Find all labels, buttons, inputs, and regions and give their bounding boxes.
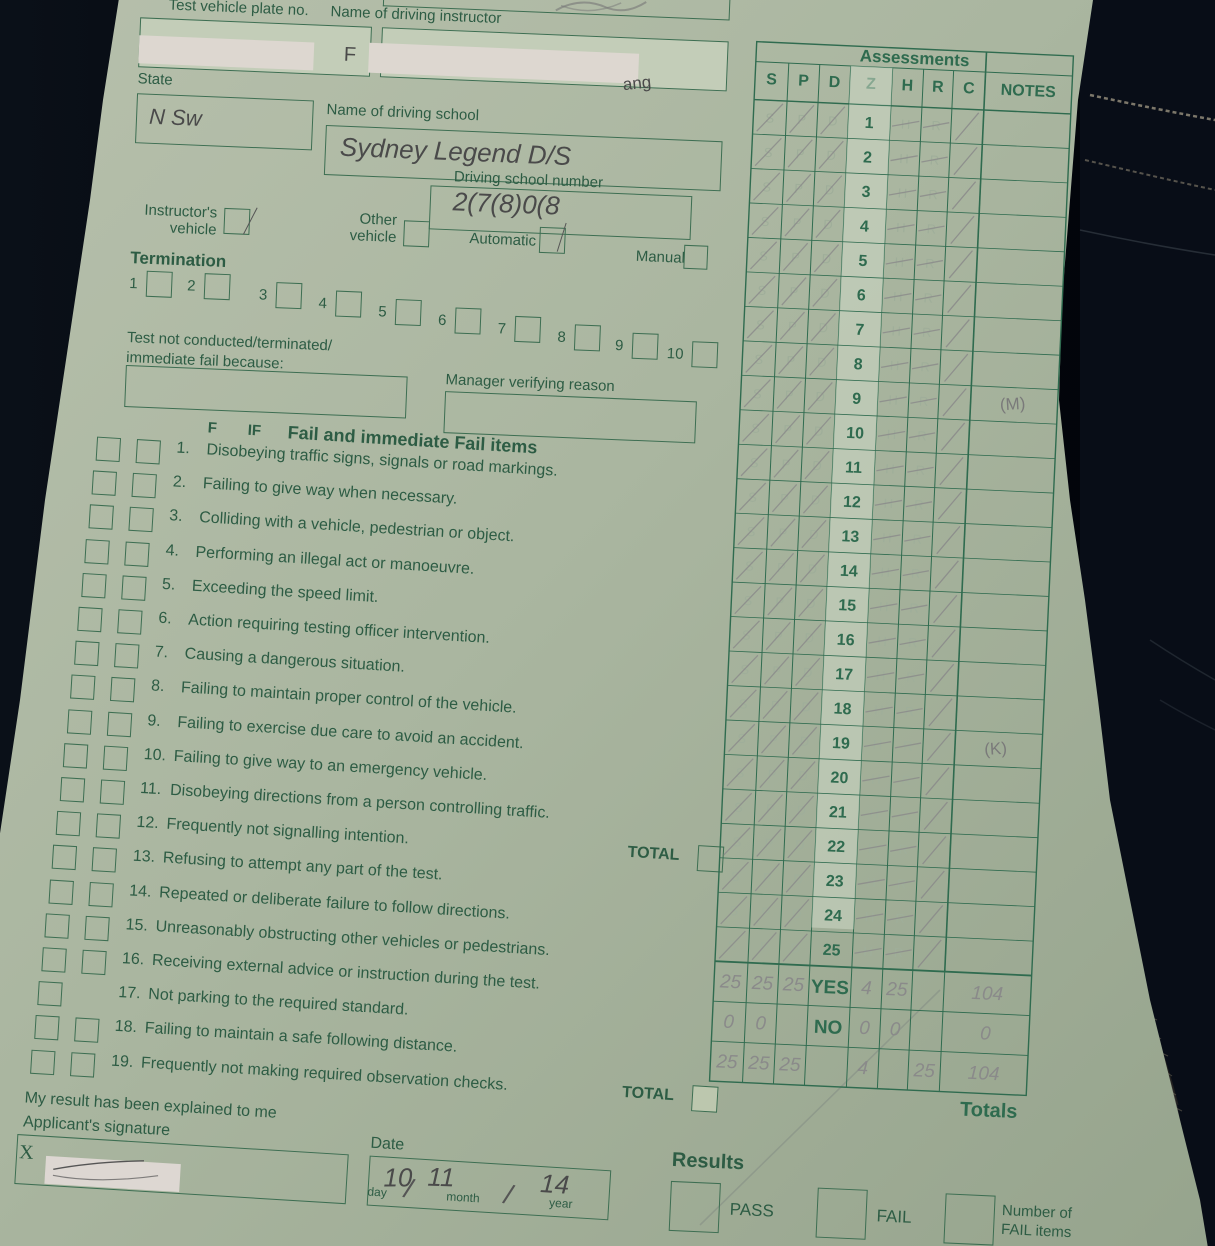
svg-text:H: H <box>901 77 913 95</box>
svg-text:20: 20 <box>830 769 849 787</box>
svg-text:0: 0 <box>859 1018 871 1039</box>
svg-text:25: 25 <box>885 979 908 1001</box>
svg-text:10: 10 <box>846 425 865 443</box>
svg-text:6: 6 <box>856 287 866 304</box>
svg-text:9: 9 <box>852 391 862 408</box>
svg-text:22: 22 <box>827 838 846 856</box>
svg-text:25: 25 <box>750 973 773 995</box>
svg-text:(M): (M) <box>999 394 1026 414</box>
svg-text:0: 0 <box>889 1019 901 1040</box>
svg-text:24: 24 <box>824 907 843 925</box>
svg-text:0: 0 <box>755 1013 767 1034</box>
svg-text:3: 3 <box>861 184 871 201</box>
svg-text:P: P <box>798 73 810 90</box>
svg-text:1: 1 <box>864 115 874 132</box>
svg-text:25: 25 <box>718 971 741 993</box>
svg-text:2: 2 <box>863 149 873 166</box>
svg-text:15: 15 <box>838 597 857 615</box>
svg-text:D: D <box>828 74 840 92</box>
svg-text:104: 104 <box>971 983 1004 1005</box>
svg-text:0: 0 <box>980 1023 992 1044</box>
svg-text:NOTES: NOTES <box>1000 82 1056 101</box>
svg-text:5: 5 <box>858 253 868 270</box>
svg-text:25: 25 <box>822 942 841 960</box>
svg-text:25: 25 <box>747 1053 770 1075</box>
svg-text:14: 14 <box>840 563 859 581</box>
svg-text:17: 17 <box>835 666 854 684</box>
svg-text:12: 12 <box>843 494 862 512</box>
svg-text:19: 19 <box>832 735 851 753</box>
svg-text:25: 25 <box>781 974 804 996</box>
svg-text:16: 16 <box>836 632 855 650</box>
svg-text:25: 25 <box>715 1051 738 1073</box>
svg-text:NO: NO <box>813 1017 842 1039</box>
svg-text:4: 4 <box>857 1058 869 1079</box>
svg-text:18: 18 <box>833 701 852 719</box>
svg-text:25: 25 <box>912 1060 935 1082</box>
svg-text:11: 11 <box>845 459 863 477</box>
svg-text:8: 8 <box>853 356 863 373</box>
svg-text:YES: YES <box>810 977 849 1000</box>
svg-text:4: 4 <box>860 218 870 235</box>
svg-text:0: 0 <box>723 1012 735 1033</box>
svg-text:(K): (K) <box>984 739 1008 759</box>
svg-text:R: R <box>932 79 945 97</box>
svg-text:S: S <box>766 71 778 88</box>
svg-text:C: C <box>963 80 976 98</box>
svg-text:7: 7 <box>855 322 865 339</box>
svg-text:104: 104 <box>967 1063 1000 1085</box>
svg-text:4: 4 <box>861 978 873 999</box>
svg-text:13: 13 <box>841 528 860 546</box>
svg-text:23: 23 <box>825 873 844 891</box>
svg-text:Totals: Totals <box>960 1098 1018 1123</box>
svg-text:25: 25 <box>778 1054 801 1076</box>
svg-text:21: 21 <box>829 804 848 822</box>
